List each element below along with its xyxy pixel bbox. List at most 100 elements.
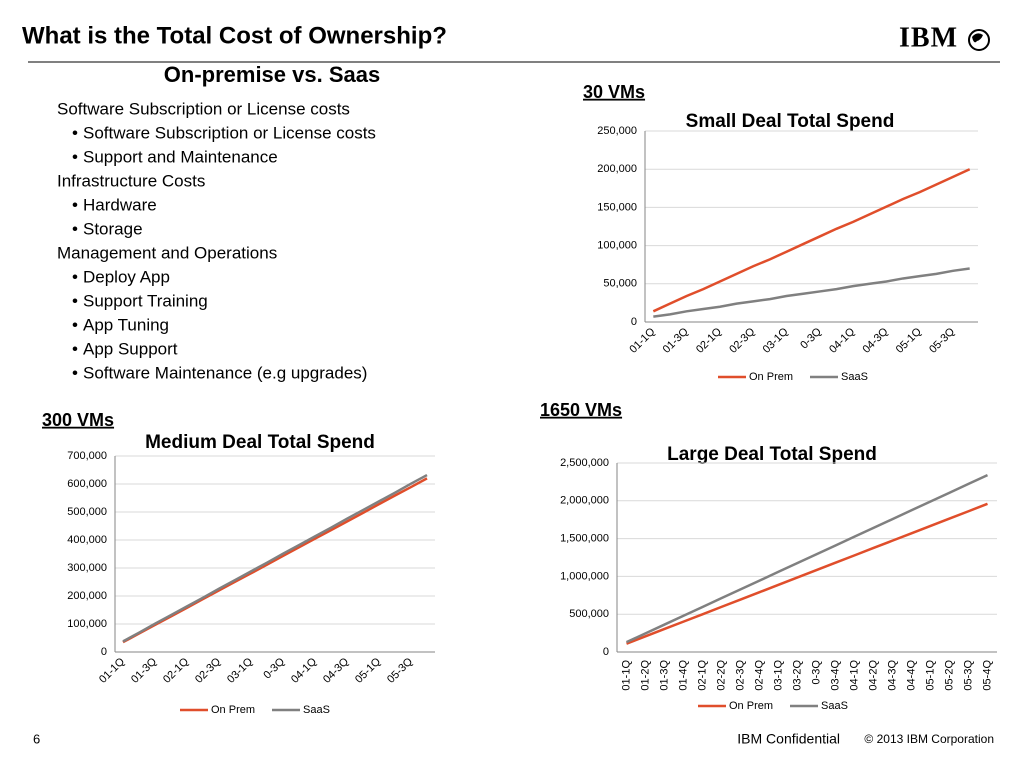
confidential: IBM Confidential xyxy=(737,731,840,747)
legend-label: SaaS xyxy=(841,371,868,383)
y-tick-label: 600,000 xyxy=(67,478,107,490)
bullet: • xyxy=(72,123,78,142)
legend-label: On Prem xyxy=(729,700,773,712)
y-tick-label: 500,000 xyxy=(67,506,107,518)
x-tick-label: 05-1Q xyxy=(894,325,924,355)
x-tick-label: 03-1Q xyxy=(761,325,791,355)
y-tick-label: 400,000 xyxy=(67,534,107,546)
x-tick-label: 04-2Q xyxy=(867,660,879,691)
series-line xyxy=(626,502,988,645)
x-tick-label: 05-3Q xyxy=(962,660,974,691)
x-tick-label: 03-4Q xyxy=(829,660,841,691)
x-tick-label: 02-3Q xyxy=(734,660,746,691)
x-tick-label: 02-4Q xyxy=(753,660,765,691)
x-tick-label: 02-2Q xyxy=(715,660,727,691)
x-tick-label: 04-1Q xyxy=(827,325,857,355)
x-tick-label: 01-1Q xyxy=(627,325,657,355)
x-tick-label: 0-3Q xyxy=(261,655,287,681)
bullet: • xyxy=(72,339,78,358)
chart-heading: 300 VMs xyxy=(42,410,114,430)
x-tick-label: 05-1Q xyxy=(353,655,383,685)
chart-title: Large Deal Total Spend xyxy=(667,444,877,465)
x-tick-label: 02-1Q xyxy=(696,660,708,691)
chart-title: Medium Deal Total Spend xyxy=(145,432,375,453)
section-heading: Management and Operations xyxy=(57,243,277,262)
x-tick-label: 01-3Q xyxy=(661,325,691,355)
chart-heading: 1650 VMs xyxy=(540,400,622,420)
x-tick-label: 0-3Q xyxy=(810,660,822,685)
x-tick-label: 02-3Q xyxy=(193,655,223,685)
y-tick-label: 100,000 xyxy=(67,618,107,630)
logo-globe xyxy=(968,29,990,51)
bullet: • xyxy=(72,195,78,214)
x-tick-label: 01-3Q xyxy=(129,655,159,685)
chart-title: Small Deal Total Spend xyxy=(686,111,895,132)
x-tick-label: 01-3Q xyxy=(658,660,670,691)
x-tick-label: 05-3Q xyxy=(385,655,415,685)
x-tick-label: 0-3Q xyxy=(798,325,824,351)
subtitle: On-premise vs. Saas xyxy=(164,62,380,87)
section-heading: Infrastructure Costs xyxy=(57,171,205,190)
x-tick-label: 02-3Q xyxy=(727,325,757,355)
slide-title: What is the Total Cost of Ownership? xyxy=(22,22,447,49)
x-tick-label: 03-2Q xyxy=(791,660,803,691)
bullet: • xyxy=(72,363,78,382)
bullet: • xyxy=(72,147,78,166)
y-tick-label: 0 xyxy=(101,646,107,658)
legend-label: SaaS xyxy=(303,704,330,716)
y-tick-label: 700,000 xyxy=(67,450,107,462)
bullet: • xyxy=(72,219,78,238)
section-heading: Software Subscription or License costs xyxy=(57,99,350,118)
y-tick-label: 1,500,000 xyxy=(560,533,609,545)
y-tick-label: 0 xyxy=(603,646,609,658)
x-tick-label: 04-3Q xyxy=(886,660,898,691)
x-tick-label: 04-4Q xyxy=(905,660,917,691)
bullet-item: Support Training xyxy=(83,291,208,310)
y-tick-label: 200,000 xyxy=(67,590,107,602)
y-tick-label: 150,000 xyxy=(597,201,637,213)
x-tick-label: 05-3Q xyxy=(927,325,957,355)
y-tick-label: 0 xyxy=(631,316,637,328)
x-tick-label: 01-1Q xyxy=(97,655,127,685)
y-tick-label: 300,000 xyxy=(67,562,107,574)
y-tick-label: 1,000,000 xyxy=(560,570,609,582)
bullet-item: Hardware xyxy=(83,195,157,214)
x-tick-label: 01-2Q xyxy=(639,660,651,691)
chart-heading: 30 VMs xyxy=(583,82,645,102)
page-number: 6 xyxy=(33,731,40,746)
bullet: • xyxy=(72,315,78,334)
y-tick-label: 500,000 xyxy=(569,608,609,620)
x-tick-label: 04-1Q xyxy=(848,660,860,691)
series-line xyxy=(653,267,970,318)
y-tick-label: 100,000 xyxy=(597,240,637,252)
bullet: • xyxy=(72,291,78,310)
x-tick-label: 04-3Q xyxy=(860,325,890,355)
logo: IBM xyxy=(899,22,958,53)
x-tick-label: 04-3Q xyxy=(321,655,351,685)
y-tick-label: 2,000,000 xyxy=(560,495,609,507)
x-tick-label: 05-1Q xyxy=(924,660,936,691)
bullet-item: App Tuning xyxy=(83,315,169,334)
bullet: • xyxy=(72,267,78,286)
bullet-item: Deploy App xyxy=(83,267,170,286)
bullet-item: Support and Maintenance xyxy=(83,147,278,166)
bullet-item: App Support xyxy=(83,339,178,358)
y-tick-label: 200,000 xyxy=(597,163,637,175)
bullet-item: Software Maintenance (e.g upgrades) xyxy=(83,363,367,382)
x-tick-label: 04-1Q xyxy=(289,655,319,685)
y-tick-label: 50,000 xyxy=(603,278,637,290)
x-tick-label: 02-1Q xyxy=(161,655,191,685)
y-tick-label: 250,000 xyxy=(597,125,637,137)
x-tick-label: 05-4Q xyxy=(981,660,993,691)
copyright: © 2013 IBM Corporation xyxy=(864,732,994,746)
x-tick-label: 01-1Q xyxy=(620,660,632,691)
y-tick-label: 2,500,000 xyxy=(560,457,609,469)
legend-label: On Prem xyxy=(211,704,255,716)
x-tick-label: 05-2Q xyxy=(943,660,955,691)
legend-label: On Prem xyxy=(749,371,793,383)
bullet-item: Storage xyxy=(83,219,143,238)
legend-label: SaaS xyxy=(821,700,848,712)
x-tick-label: 03-1Q xyxy=(772,660,784,691)
x-tick-label: 01-4Q xyxy=(677,660,689,691)
